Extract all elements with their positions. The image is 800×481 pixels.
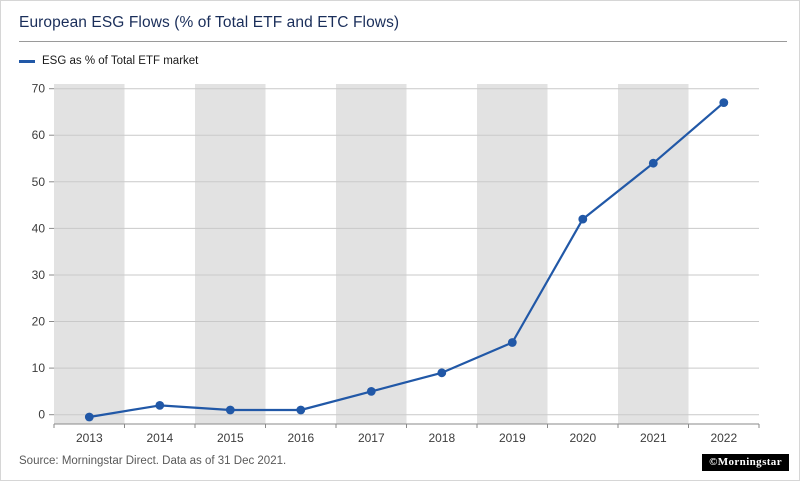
legend-line-marker-icon — [19, 59, 35, 63]
data-point — [296, 405, 306, 415]
x-axis-label: 2020 — [569, 431, 596, 444]
plot-band — [336, 84, 407, 424]
y-axis-label: 20 — [32, 315, 46, 329]
x-axis-label: 2021 — [640, 431, 667, 444]
y-axis-label: 10 — [32, 361, 46, 375]
data-point — [155, 401, 165, 410]
chart-area: 0 10 20 30 40 50 60 70 2013 2014 2015 2016 2017 2018 2… — [9, 72, 799, 444]
x-axis-label: 2013 — [76, 431, 103, 444]
data-point — [719, 98, 729, 107]
x-axis-label: 2014 — [146, 431, 173, 444]
data-point — [437, 368, 447, 378]
data-point — [366, 387, 376, 396]
x-axis-label: 2019 — [499, 431, 526, 444]
data-point — [578, 214, 588, 224]
source-text: Source: Morningstar Direct. Data as of 3… — [19, 455, 287, 467]
data-point — [84, 412, 94, 422]
y-axis-label: 70 — [32, 82, 46, 96]
x-axis-label: 2016 — [287, 431, 314, 444]
plot-band — [477, 84, 548, 424]
legend-label: ESG as % of Total ETF market — [42, 55, 199, 67]
y-axis-label: 60 — [32, 128, 46, 142]
y-axis-label: 0 — [38, 408, 45, 422]
x-axis-label: 2018 — [428, 431, 455, 444]
data-point — [507, 338, 517, 347]
plot-band — [195, 84, 266, 424]
y-axis-label: 50 — [32, 175, 46, 189]
y-axis-label: 30 — [32, 268, 46, 282]
legend: ESG as % of Total ETF market — [19, 54, 799, 68]
plot-band — [54, 84, 125, 424]
line-chart: 0 10 20 30 40 50 60 70 2013 2014 2015 2016 2017 2018 2… — [32, 82, 760, 444]
morningstar-logo: ©Morningstar — [702, 454, 789, 471]
x-axis-label: 2015 — [217, 431, 244, 444]
data-point — [225, 405, 235, 415]
y-axis-label: 40 — [32, 221, 46, 235]
esg-series-line — [89, 101, 725, 419]
x-axis-label: 2022 — [710, 431, 737, 444]
title-divider — [19, 41, 787, 42]
x-axis-label: 2017 — [358, 431, 385, 444]
chart-title: European ESG Flows (% of Total ETF and E… — [19, 14, 400, 31]
data-point — [648, 158, 658, 168]
plot-band — [618, 84, 689, 424]
